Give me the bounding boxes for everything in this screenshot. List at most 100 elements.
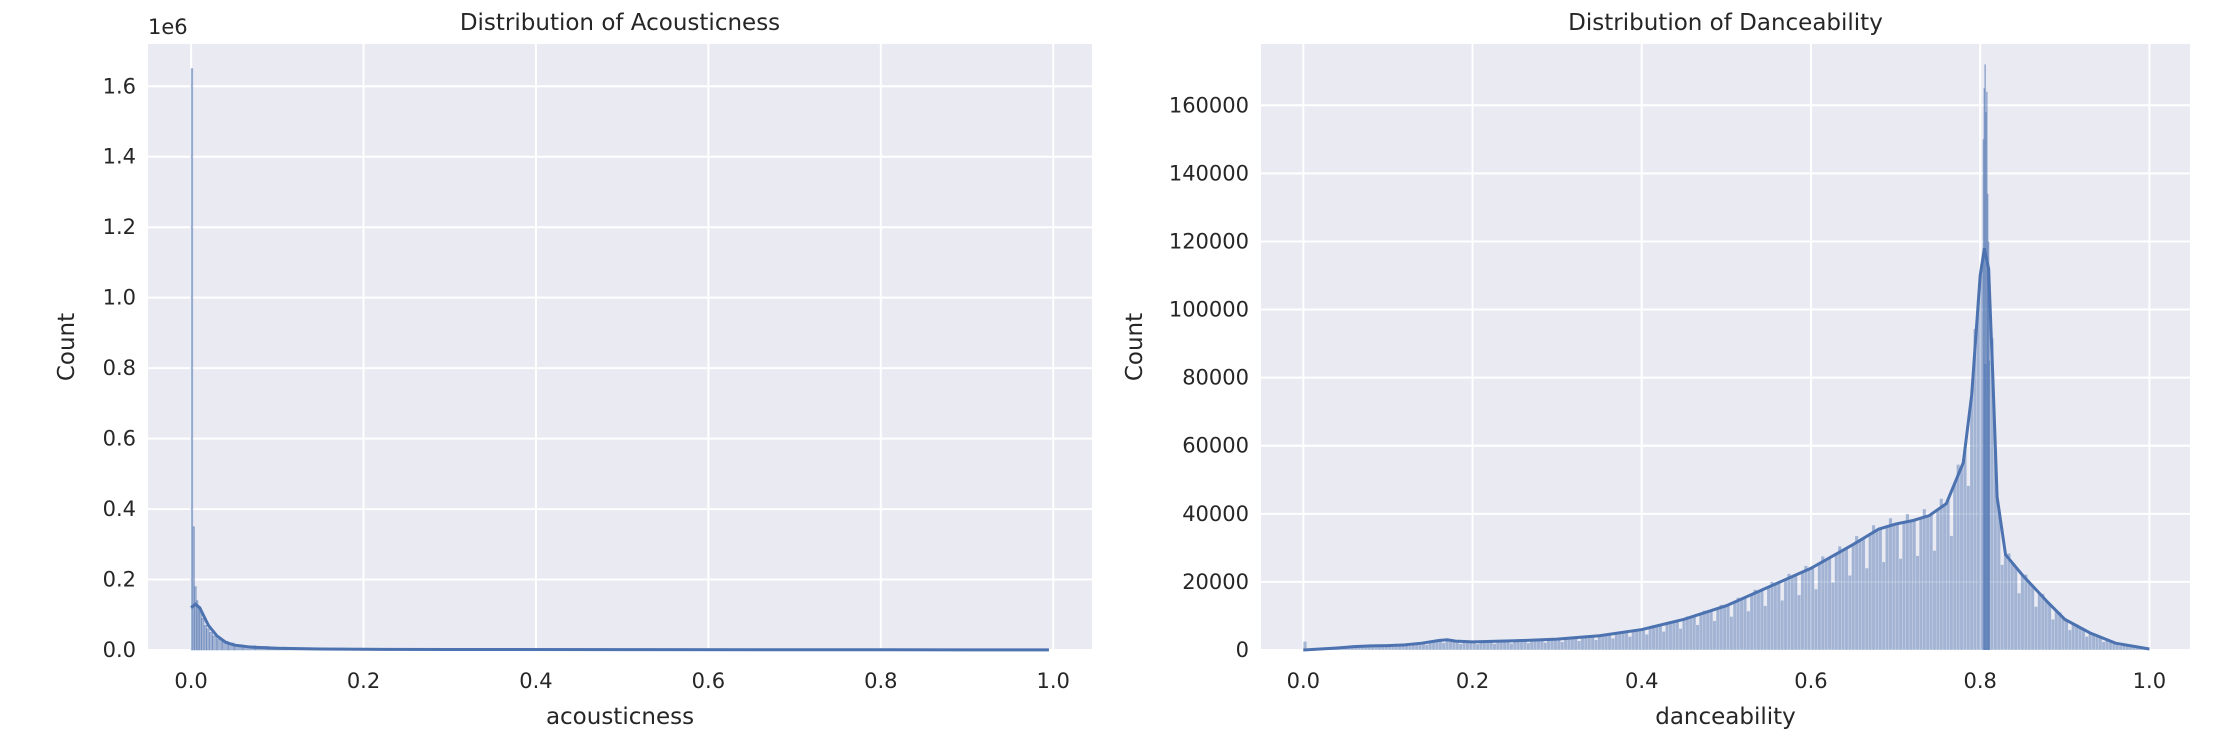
plot-area-acousticness bbox=[148, 44, 1092, 650]
kde-line-acousticness bbox=[190, 602, 1049, 652]
histogram-bar bbox=[1831, 581, 1835, 651]
histogram-bar bbox=[1546, 639, 1551, 651]
histogram-bar bbox=[1905, 513, 1910, 651]
histogram-bar bbox=[1898, 558, 1903, 651]
histogram-bar bbox=[212, 635, 218, 651]
histogram-bar bbox=[2050, 619, 2055, 651]
histogram-bar bbox=[2074, 624, 2079, 651]
histogram-bar bbox=[1688, 616, 1693, 651]
histogram-spike-bar bbox=[1987, 241, 1990, 650]
histogram-bar bbox=[1560, 641, 1565, 651]
y-tick-label: 1.0 bbox=[103, 286, 136, 310]
histogram-bar bbox=[1675, 620, 1680, 651]
histogram-bar bbox=[1678, 628, 1683, 651]
histogram-bar bbox=[1919, 517, 1923, 651]
histogram-bar bbox=[1858, 540, 1862, 651]
histogram-bar bbox=[1655, 625, 1659, 651]
histogram-bar bbox=[1790, 576, 1795, 651]
gridlines-danceability bbox=[1261, 44, 2190, 651]
y-tick-label: 40000 bbox=[1182, 502, 1249, 526]
y-tick-label: 0 bbox=[1236, 638, 1249, 662]
histogram-spike-bar bbox=[1988, 360, 1991, 650]
histogram-bar bbox=[1888, 517, 1893, 651]
y-tick-label: 0.4 bbox=[103, 497, 136, 521]
x-tick-label: 0.8 bbox=[864, 669, 897, 693]
histogram-bar bbox=[1800, 571, 1805, 651]
y-tick-label: 80000 bbox=[1182, 366, 1249, 390]
histogram-bar bbox=[1864, 567, 1869, 651]
histogram-bar bbox=[2081, 629, 2086, 651]
histogram-bar bbox=[1580, 636, 1585, 651]
y-tick-label: 0.8 bbox=[103, 356, 136, 380]
histogram-bar bbox=[1563, 638, 1568, 651]
histogram-bar bbox=[2118, 645, 2123, 651]
histogram-bar bbox=[1736, 597, 1741, 651]
histogram-bar bbox=[2044, 600, 2049, 651]
x-tick-label: 0.6 bbox=[1794, 669, 1827, 693]
y-axis-label-acousticness: Count bbox=[54, 313, 80, 381]
histogram-bar bbox=[1908, 520, 1913, 651]
y-tick-label: 120000 bbox=[1169, 229, 1249, 253]
histogram-bar bbox=[1665, 623, 1670, 651]
histogram-bar bbox=[1912, 519, 1917, 651]
histogram-bar bbox=[1526, 642, 1531, 651]
histogram-bar bbox=[1617, 631, 1622, 651]
histogram-bar bbox=[2054, 610, 2059, 651]
histogram-bar bbox=[2037, 593, 2042, 651]
histogram-bar bbox=[1871, 524, 1876, 651]
histogram-bar bbox=[1391, 646, 1395, 651]
kde-line-danceability bbox=[1303, 247, 2150, 652]
histogram-bars-danceability bbox=[1303, 64, 2150, 651]
tick-labels-danceability: 0.0 0.2 0.4 0.6 0.8 1.0 0 20000 40000 60000 80000 1… bbox=[1169, 93, 2166, 693]
panel-acousticness: 0.0 0.2 0.4 0.6 0.8 1.0 0.0 0.2 0.4 0.6 0.8 1.0 1.2 1… bbox=[54, 10, 1092, 730]
histogram-bar bbox=[1841, 549, 1846, 651]
histogram-bar bbox=[1726, 604, 1730, 651]
histogram-bar bbox=[1756, 591, 1761, 651]
histogram-bar bbox=[1590, 635, 1595, 651]
histogram-bar bbox=[2064, 620, 2069, 651]
histogram-bar bbox=[1634, 628, 1639, 651]
histogram-bar bbox=[1861, 538, 1866, 651]
histogram-bar bbox=[1475, 643, 1480, 651]
histogram-bar bbox=[1458, 643, 1463, 651]
histogram-spike-bar bbox=[1984, 64, 1986, 651]
y-axis-label-danceability: Count bbox=[1122, 313, 1148, 381]
histogram-bar bbox=[1509, 643, 1514, 651]
histogram-bar bbox=[1749, 594, 1754, 651]
histogram-bar bbox=[1651, 625, 1656, 651]
histogram-bar bbox=[1780, 600, 1785, 651]
histogram-bar bbox=[1614, 632, 1619, 651]
histogram-bar bbox=[1952, 482, 1957, 651]
tick-labels-acousticness: 0.0 0.2 0.4 0.6 0.8 1.0 0.0 0.2 0.4 0.6 0.8 1.0 1.2 1… bbox=[103, 74, 1070, 693]
histogram-bar bbox=[1661, 631, 1666, 651]
histogram-bar bbox=[216, 639, 223, 651]
histogram-bar bbox=[2017, 592, 2022, 651]
histogram-bar bbox=[190, 68, 194, 651]
x-axis-label-danceability: danceability bbox=[1655, 704, 1796, 730]
plot-area-danceability bbox=[1261, 44, 2190, 650]
histogram-bar bbox=[1492, 643, 1497, 651]
x-tick-label: 1.0 bbox=[1037, 669, 1070, 693]
histogram-bar bbox=[1699, 613, 1703, 651]
histogram-bar bbox=[1631, 630, 1636, 651]
panel-danceability: 0.0 0.2 0.4 0.6 0.8 1.0 0 20000 40000 60000 80000 1… bbox=[1122, 10, 2190, 730]
histogram-bar bbox=[1976, 299, 1981, 651]
histogram-bar bbox=[1793, 574, 1798, 651]
y-tick-label: 1.6 bbox=[103, 74, 136, 98]
histogram-bar bbox=[1939, 498, 1944, 651]
histogram-bar bbox=[1743, 597, 1747, 651]
histogram-bar bbox=[1407, 645, 1412, 651]
histogram-bar bbox=[1658, 624, 1663, 651]
histogram-bar bbox=[2000, 564, 2005, 651]
histogram-bar bbox=[1441, 642, 1446, 651]
histogram-bar bbox=[1705, 611, 1710, 651]
histogram-bar bbox=[1715, 608, 1720, 651]
y-tick-label: 0.0 bbox=[103, 638, 136, 662]
histogram-bar bbox=[1424, 644, 1429, 651]
x-tick-label: 0.4 bbox=[519, 669, 552, 693]
x-tick-label: 0.6 bbox=[692, 669, 725, 693]
x-tick-label: 0.2 bbox=[1456, 669, 1489, 693]
histogram-bar bbox=[206, 628, 210, 651]
histogram-bar bbox=[203, 625, 207, 651]
